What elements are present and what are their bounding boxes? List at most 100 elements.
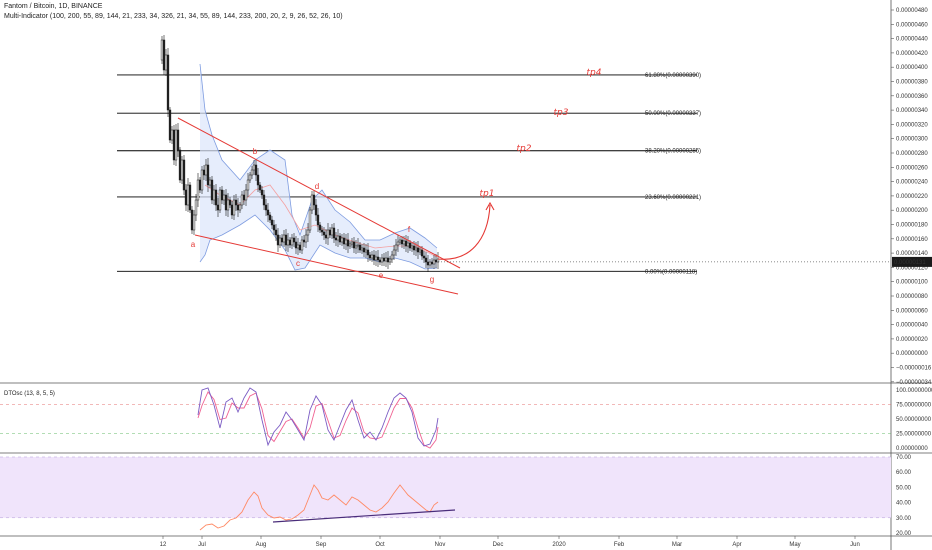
candle-body — [210, 179, 214, 201]
wave-label-d: d — [315, 182, 319, 191]
time-tick-label: 2020 — [552, 542, 566, 548]
time-tick-label: May — [789, 542, 800, 548]
candle-body — [192, 214, 196, 231]
candle-body — [386, 257, 390, 263]
price-tick-label: 0.00000320 — [896, 122, 928, 128]
candle-body — [424, 257, 428, 263]
candle-body — [314, 204, 318, 216]
candle-body — [308, 209, 312, 231]
candle-body — [302, 239, 306, 243]
candle-body — [290, 237, 294, 246]
price-tick-label: 0.00000480 — [896, 8, 928, 14]
candle-body — [248, 174, 252, 181]
time-tick-label: Jun — [850, 542, 860, 548]
dtosc-title: DTOsc (13, 8, 5, 5) — [4, 391, 55, 397]
candle-body — [316, 214, 320, 226]
rsi-scale-label: 30.00 — [896, 516, 912, 522]
wave-label-b: b — [253, 147, 258, 156]
candle-body — [368, 254, 372, 259]
candle-body — [180, 159, 184, 181]
candle-body — [398, 239, 402, 243]
candle-body — [266, 209, 270, 216]
candle-body — [284, 234, 288, 246]
candle-body — [186, 184, 190, 206]
indicator-title: Multi-Indicator (100, 200, 55, 89, 144, … — [4, 13, 343, 20]
candle-body — [238, 204, 242, 211]
candle-body — [422, 255, 426, 259]
candle-body — [354, 245, 358, 249]
fib-level-label: 38.20%(0.00000285) — [645, 149, 701, 155]
fib-level-label: 23.60%(0.00000221) — [645, 195, 701, 201]
candle-body — [352, 241, 356, 249]
candle-body — [384, 257, 388, 262]
candle-body — [380, 257, 384, 263]
price-tick-label: 0.00000200 — [896, 208, 928, 214]
candle-body — [372, 254, 376, 261]
current-price-label: 0.00000131 — [894, 260, 926, 266]
target-label-tp2: tp2 — [517, 144, 532, 154]
candle-body — [400, 239, 404, 245]
candle-body — [230, 204, 234, 216]
price-tick-label: 0.00000140 — [896, 251, 928, 257]
candle-body — [206, 164, 210, 186]
wedge-upper-trendline — [177, 117, 461, 269]
candle-body — [434, 259, 438, 263]
price-tick-label: 0.00000240 — [896, 180, 928, 186]
fib-level-label: 0.00%(0.00000118) — [645, 269, 697, 275]
candle-body — [196, 179, 200, 201]
candle-body — [390, 254, 394, 260]
rsi-scale-label: 20.00 — [896, 531, 912, 537]
bollinger-band-fill — [200, 64, 437, 270]
candle-body — [264, 204, 268, 211]
candle-body — [322, 231, 326, 236]
candle-body — [204, 164, 208, 176]
candle-body — [416, 247, 420, 253]
price-tick-label: 0.00000440 — [896, 37, 928, 43]
candle-body — [396, 241, 400, 246]
bollinger-upper — [199, 63, 438, 249]
candle-body — [392, 249, 396, 256]
candle-body — [328, 229, 332, 236]
candle-body — [216, 204, 220, 211]
candle-body — [412, 245, 416, 251]
candle-body — [418, 249, 422, 253]
candle-body — [244, 189, 248, 201]
candle-body — [262, 194, 266, 206]
candle-body — [350, 241, 354, 245]
time-tick-label: 12 — [160, 542, 167, 548]
price-tick-label: −0.00000034 — [896, 380, 932, 386]
candle-body — [240, 194, 244, 206]
candle-body — [258, 184, 262, 191]
dtosc-scale-label: 100.00000000 — [896, 388, 932, 394]
candle-body — [198, 179, 202, 191]
candle-body — [188, 184, 192, 211]
rsi-line — [199, 484, 439, 531]
candle-body — [200, 169, 204, 191]
price-tick-label: 0.00000020 — [896, 337, 928, 343]
candle-body — [306, 229, 310, 236]
price-tick-label: 0.00000220 — [896, 194, 928, 200]
candle-body — [318, 224, 322, 231]
time-tick-label: Apr — [732, 542, 741, 548]
candle-body — [342, 237, 346, 245]
candle-body — [172, 129, 176, 161]
wave-label-c: c — [296, 259, 300, 268]
candle-body — [402, 240, 406, 245]
target-label-tp3: tp3 — [554, 108, 569, 118]
candle-body — [404, 240, 408, 247]
time-tick-label: Mar — [672, 542, 682, 548]
candle-body — [360, 247, 364, 251]
candle-body — [252, 164, 256, 171]
candle-body — [234, 199, 238, 206]
candle-body — [282, 234, 286, 243]
candle-body — [286, 239, 290, 246]
time-tick-label: Jul — [198, 542, 206, 548]
candle-body — [344, 239, 348, 245]
candle-body — [310, 194, 314, 211]
candle-body — [278, 237, 282, 246]
candle-body — [406, 242, 410, 247]
candle-body — [300, 239, 304, 251]
candle-body — [338, 235, 342, 243]
price-tick-label: 0.00000260 — [896, 165, 928, 171]
